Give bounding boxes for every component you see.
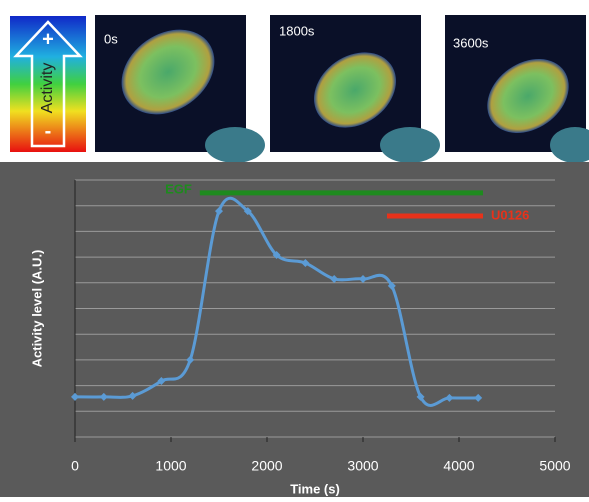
colorbar-label: Activity bbox=[39, 63, 56, 114]
image-label: 3600s bbox=[453, 35, 489, 50]
y-axis-title: Activity level (A.U.) bbox=[29, 250, 44, 368]
image-0: 0s bbox=[95, 12, 265, 163]
image-label: 1800s bbox=[279, 23, 315, 38]
x-tick-label: 0 bbox=[71, 458, 79, 474]
x-tick-label: 2000 bbox=[251, 458, 282, 474]
minus: - bbox=[45, 120, 52, 142]
annotation-label: U0126 bbox=[491, 207, 529, 222]
x-axis-title: Time (s) bbox=[290, 481, 340, 496]
x-tick-label: 5000 bbox=[539, 458, 570, 474]
figure: + Activity - 0s 1800s 3600s 0 1000 2000 300… bbox=[0, 0, 589, 497]
x-tick-label: 3000 bbox=[347, 458, 378, 474]
plus: + bbox=[42, 28, 54, 50]
colorbar: + Activity - bbox=[10, 16, 86, 152]
annotation-label: EGF bbox=[165, 181, 192, 196]
x-tick-label: 4000 bbox=[443, 458, 474, 474]
x-tick-label: 1000 bbox=[155, 458, 186, 474]
image-label: 0s bbox=[104, 31, 118, 46]
image-2: 3600s bbox=[445, 15, 589, 163]
image-1: 1800s bbox=[270, 15, 440, 163]
